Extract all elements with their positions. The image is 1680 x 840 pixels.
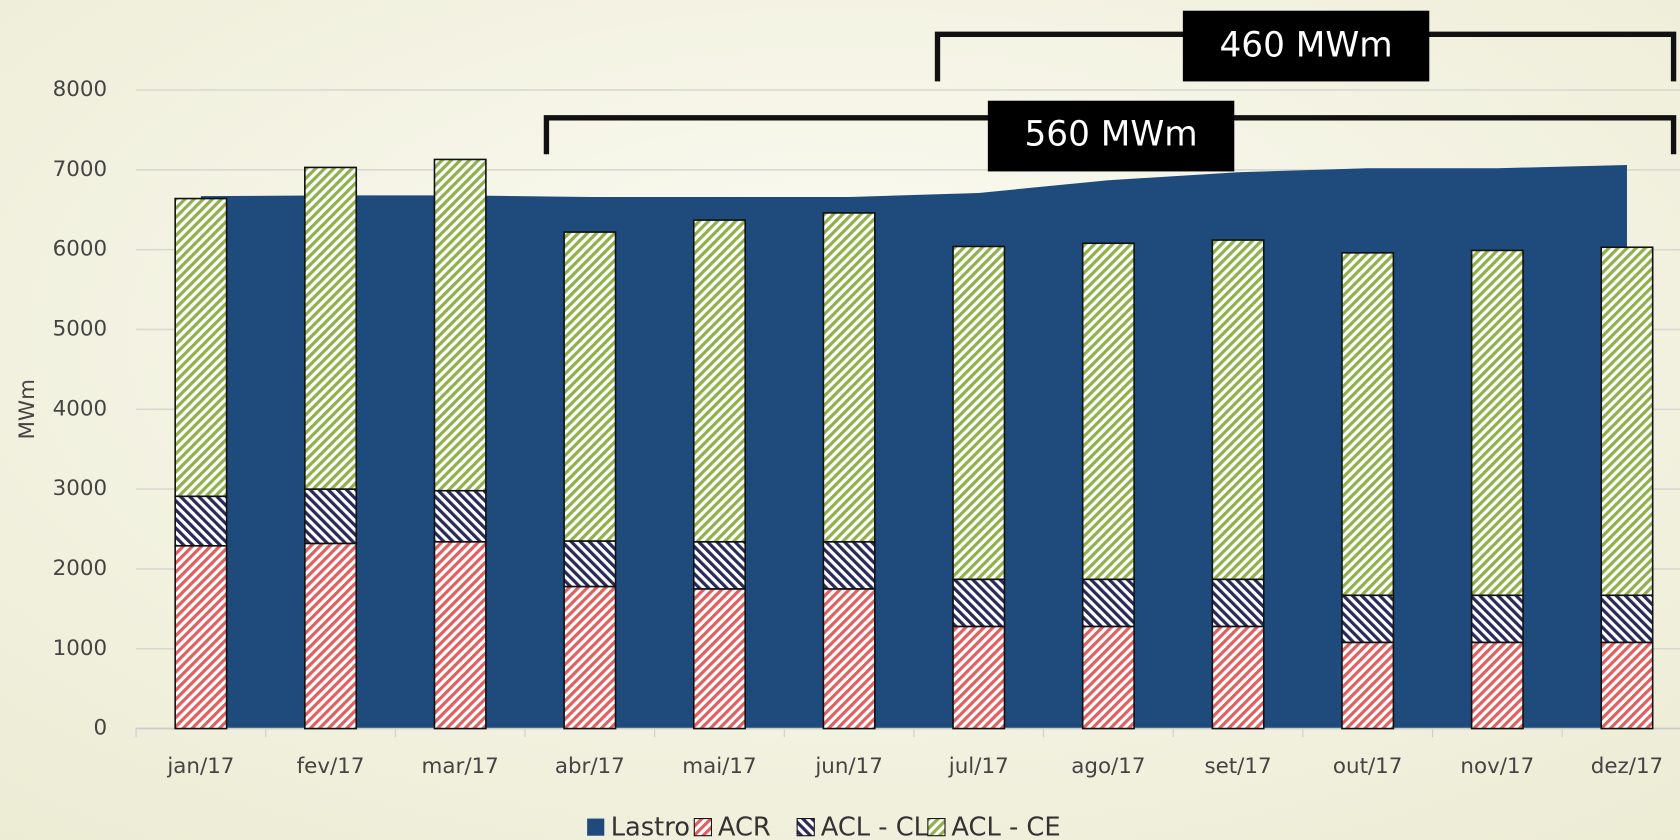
y-tick-label: 7000 xyxy=(53,157,107,182)
bar-segment xyxy=(822,588,876,730)
bar-segment xyxy=(952,578,1006,628)
y-tick-label: 2000 xyxy=(53,556,107,581)
bar-segment xyxy=(174,544,228,730)
x-tick-label: nov/17 xyxy=(1460,754,1534,779)
bar-segment xyxy=(304,166,358,490)
annotation-box xyxy=(987,100,1235,172)
x-tick-label: out/17 xyxy=(1333,754,1403,779)
bar-segment xyxy=(174,197,228,498)
x-tick-label: mai/17 xyxy=(682,754,756,779)
bar-segment xyxy=(1470,641,1524,730)
bar-segment xyxy=(1211,578,1265,628)
bar-segment xyxy=(1341,252,1395,597)
x-tick-label: ago/17 xyxy=(1071,754,1145,779)
annotation: 560 MWm xyxy=(1025,115,1198,155)
legend-label: ACR xyxy=(718,813,771,840)
bar-segment xyxy=(304,488,358,545)
x-tick-label: fev/17 xyxy=(297,754,365,779)
area xyxy=(200,165,1627,729)
bar-segment xyxy=(1211,625,1265,730)
legend-label: Lastro xyxy=(611,813,690,840)
legend-label: ACL - CL xyxy=(821,813,929,840)
bar-segment xyxy=(433,540,487,730)
bar-segment xyxy=(1600,246,1654,597)
bar-segment xyxy=(433,489,487,543)
legend-swatch xyxy=(693,818,712,837)
bar-segment xyxy=(1341,594,1395,644)
x-tick-label: set/17 xyxy=(1204,754,1271,779)
bar-segment xyxy=(822,540,876,590)
legend-swatch xyxy=(796,818,815,837)
y-tick-label: 5000 xyxy=(53,316,107,341)
bar-segment xyxy=(822,212,876,543)
bar-segment xyxy=(952,625,1006,730)
y-tick-label: 1000 xyxy=(53,636,107,661)
bar-segment xyxy=(1081,578,1135,628)
bar-segment xyxy=(1081,625,1135,730)
bar-segment xyxy=(1470,249,1524,597)
legend-swatch xyxy=(927,818,946,837)
y-tick-label: 3000 xyxy=(53,476,107,501)
bar-segment xyxy=(1341,641,1395,730)
x-tick-label: jan/17 xyxy=(166,754,234,779)
bar-segment xyxy=(563,231,617,542)
bar-segment xyxy=(692,219,746,543)
plot: 0 1000 2000 3000 4000 5000 6000 7000 8000 jan/17 f… xyxy=(53,77,1680,840)
y-tick-label: 4000 xyxy=(53,396,107,421)
x-tick-label: dez/17 xyxy=(1591,754,1663,779)
y-tick-label: 0 xyxy=(94,716,108,741)
bar-segment xyxy=(1211,239,1265,581)
bar-segment xyxy=(563,540,617,588)
bar-segment xyxy=(1081,242,1135,581)
bar-segment xyxy=(1600,594,1654,644)
annotation: 460 MWm xyxy=(1220,26,1393,66)
bar-segment xyxy=(692,540,746,590)
bar-segment xyxy=(1600,641,1654,730)
y-tick-label: 8000 xyxy=(53,77,107,102)
y-tick-label: 6000 xyxy=(53,237,107,262)
bar-segment xyxy=(1470,594,1524,644)
bar-segment xyxy=(563,585,617,730)
bar-segment xyxy=(174,495,228,547)
legend-swatch xyxy=(587,818,605,836)
bar-segment xyxy=(952,245,1006,581)
legend-label: ACL - CE xyxy=(951,813,1060,840)
bar-segment xyxy=(433,158,487,492)
x-tick-label: jun/17 xyxy=(814,754,883,779)
x-tick-label: abr/17 xyxy=(555,754,625,779)
annotation-box xyxy=(1182,10,1430,82)
y-axis-label: MWm xyxy=(15,379,40,440)
x-tick-label: jul/17 xyxy=(948,754,1009,779)
bar-segment xyxy=(304,542,358,730)
bar-segment xyxy=(692,588,746,730)
x-tick-label: mar/17 xyxy=(422,754,499,779)
